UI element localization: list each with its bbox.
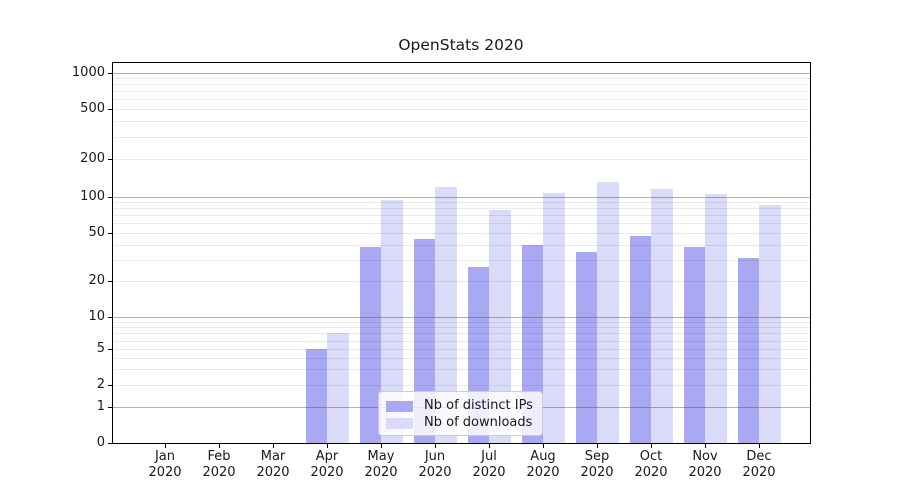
y-tick-label-1000: 1000 [71, 64, 105, 80]
y-tick-mark [108, 407, 112, 408]
x-tick-mark [489, 444, 490, 448]
legend: Nb of distinct IPs Nb of downloads [378, 391, 543, 436]
major-gridline [113, 73, 810, 74]
bar-downloads-may [381, 200, 403, 443]
bar-downloads-sep [597, 182, 619, 443]
y-tick-label-50: 50 [88, 225, 105, 240]
bar-distinct-ips-dec [737, 258, 759, 443]
x-tick-mark [381, 444, 382, 448]
x-tick-mark [705, 444, 706, 448]
legend-label-distinct-ips: Nb of distinct IPs [424, 398, 533, 413]
bar-downloads-apr [327, 333, 349, 443]
x-tick-label-feb: Feb 2020 [202, 449, 236, 480]
legend-entry-distinct-ips: Nb of distinct IPs [386, 398, 533, 413]
y-tick-mark [108, 281, 112, 282]
bar-downloads-dec [759, 205, 781, 443]
bottom-axis-spine [112, 443, 811, 444]
x-tick-label-aug: Aug 2020 [526, 449, 560, 480]
x-tick-label-jun: Jun 2020 [418, 449, 452, 480]
y-tick-mark [108, 159, 112, 160]
y-tick-label-20: 20 [88, 273, 105, 288]
x-tick-label-jul: Jul 2020 [472, 449, 506, 480]
x-tick-mark [435, 444, 436, 448]
bar-downloads-aug [543, 192, 565, 443]
x-tick-label-oct: Oct 2020 [634, 449, 668, 480]
minor-gridline [113, 78, 810, 79]
bar-distinct-ips-oct [629, 236, 651, 443]
x-tick-mark [327, 444, 328, 448]
x-tick-label-apr: Apr 2020 [310, 449, 344, 480]
bar-downloads-jun [435, 186, 457, 443]
y-tick-label-100: 100 [80, 188, 105, 204]
y-tick-mark [108, 72, 112, 74]
x-tick-mark [273, 444, 274, 448]
x-tick-mark [543, 444, 544, 448]
x-tick-mark [597, 444, 598, 448]
x-tick-label-may: May 2020 [364, 449, 398, 480]
x-tick-label-jan: Jan 2020 [148, 449, 182, 480]
legend-label-downloads: Nb of downloads [424, 415, 533, 430]
bar-downloads-jul [489, 209, 511, 443]
x-tick-mark [165, 444, 166, 448]
legend-swatch-distinct-ips [386, 400, 413, 412]
y-tick-mark [108, 109, 112, 110]
plot-area [113, 62, 810, 443]
x-tick-label-nov: Nov 2020 [688, 449, 722, 480]
y-tick-label-500: 500 [80, 101, 105, 116]
y-tick-label-10: 10 [88, 309, 105, 324]
right-axis-spine [810, 62, 811, 444]
minor-gridline [113, 84, 810, 85]
top-axis-spine [112, 62, 811, 63]
y-tick-label-5: 5 [96, 341, 105, 356]
y-tick-label-2: 2 [96, 377, 105, 392]
bar-distinct-ips-may [359, 247, 381, 443]
minor-gridline [113, 99, 810, 100]
legend-entry-downloads: Nb of downloads [386, 415, 533, 430]
x-tick-mark [219, 444, 220, 448]
y-tick-label-1: 1 [96, 399, 105, 414]
bar-distinct-ips-nov [683, 247, 705, 443]
minor-gridline [113, 137, 810, 138]
x-tick-label-sep: Sep 2020 [580, 449, 614, 480]
y-tick-mark [108, 317, 112, 318]
y-tick-mark [108, 349, 112, 350]
legend-swatch-downloads [386, 417, 413, 429]
bar-distinct-ips-sep [575, 251, 597, 443]
chart-title: OpenStats 2020 [398, 36, 524, 54]
x-tick-mark [651, 444, 652, 448]
left-axis-spine [112, 62, 113, 444]
minor-gridline [113, 121, 810, 122]
bar-downloads-oct [651, 188, 673, 443]
minor-gridline [113, 109, 810, 110]
y-tick-mark [108, 385, 112, 386]
y-tick-label-0: 0 [96, 435, 105, 450]
x-tick-label-dec: Dec 2020 [742, 449, 776, 480]
minor-gridline [113, 91, 810, 92]
y-tick-mark [108, 196, 112, 198]
y-tick-mark [108, 443, 112, 444]
y-tick-mark [108, 233, 112, 234]
bar-downloads-nov [705, 193, 727, 443]
bar-distinct-ips-apr [305, 349, 327, 443]
y-tick-label-200: 200 [80, 151, 105, 166]
x-tick-mark [759, 444, 760, 448]
minor-gridline [113, 159, 810, 160]
x-tick-label-mar: Mar 2020 [256, 449, 290, 480]
